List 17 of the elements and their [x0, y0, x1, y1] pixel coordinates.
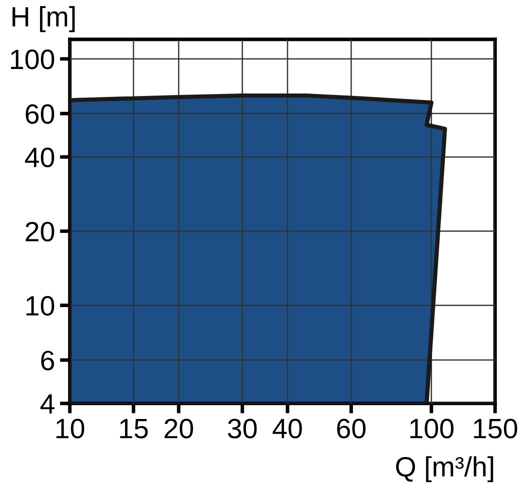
x-tick-label: 30 — [228, 418, 257, 438]
y-tick-label: 40 — [24, 148, 54, 168]
y-tick-label: 100 — [11, 50, 54, 70]
x-axis-title: Q [m³/h] — [396, 456, 494, 482]
y-tick-label: 60 — [26, 104, 54, 124]
x-tick-label: 40 — [272, 418, 302, 438]
y-axis-title: H [m] — [12, 6, 75, 32]
y-tick-label: 6 — [41, 350, 54, 370]
x-tick-label: 10 — [56, 418, 84, 438]
y-tick-label: 4 — [40, 394, 54, 414]
x-tick-label: 60 — [337, 418, 366, 438]
x-tick-label: 15 — [120, 419, 148, 438]
x-tick-label: 150 — [474, 418, 518, 438]
y-tick-label: 20 — [26, 222, 54, 242]
x-tick-label: 20 — [164, 418, 194, 438]
y-tick-label: 10 — [26, 296, 54, 316]
x-tick-label: 100 — [410, 418, 454, 438]
